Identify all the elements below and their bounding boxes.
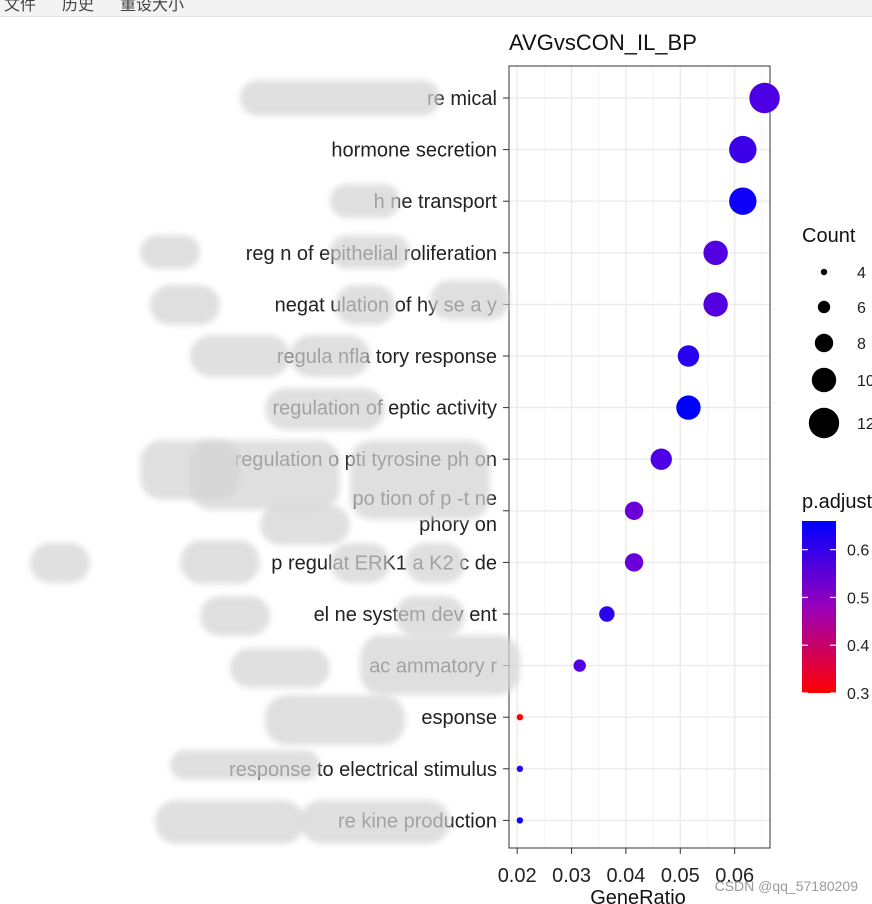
legend-count-label: 8	[857, 336, 866, 353]
blur-overlay	[190, 440, 340, 510]
blur-overlay	[350, 440, 490, 520]
legend-padjust-label: 0.3	[847, 686, 869, 703]
data-point	[676, 395, 701, 420]
blur-overlay	[335, 285, 395, 325]
menu-item-file[interactable]: 文件	[4, 0, 37, 14]
blur-overlay	[170, 750, 320, 780]
legend-count-label: 10	[857, 373, 872, 390]
blur-overlay	[430, 280, 510, 320]
legend-count-label: 12	[857, 416, 872, 433]
plot-panel-bg	[509, 66, 770, 848]
blur-overlay	[300, 800, 450, 844]
y-tick-label: h ne transport	[374, 191, 498, 213]
blur-overlay	[180, 540, 260, 584]
data-point	[650, 448, 672, 470]
x-axis-ticks: 0.02 0.03 0.04 0.05 0.06	[498, 848, 754, 887]
data-point	[677, 345, 700, 367]
legend-padjust-label: 0.6	[847, 543, 869, 560]
y-tick-label: hormone secretion	[331, 140, 497, 162]
legend-count-key	[820, 268, 828, 276]
legend-count-key	[808, 407, 840, 439]
blur-overlay	[140, 235, 200, 269]
menu-bar: 文件 历史 重设大小	[0, 0, 872, 17]
colorbar	[802, 521, 836, 693]
legend-padjust: p.adjust 0.6 0.5 0.4 0.3	[802, 491, 872, 703]
data-point	[749, 82, 780, 114]
blur-overlay	[330, 235, 410, 269]
x-tick-label: 0.05	[661, 865, 700, 887]
y-tick-label: esponse	[421, 707, 497, 729]
data-point	[516, 714, 524, 721]
legend-count-key	[814, 333, 834, 353]
data-point	[599, 606, 615, 622]
blur-overlay	[265, 388, 385, 430]
blur-overlay	[405, 543, 465, 583]
x-tick-label: 0.06	[715, 865, 754, 887]
chart-title: AVGvsCON_IL_BP	[509, 30, 697, 55]
legend-padjust-label: 0.4	[847, 638, 869, 655]
data-point	[703, 292, 728, 317]
data-point	[624, 501, 644, 520]
plot-panel-border	[508, 65, 771, 849]
blur-overlay	[150, 285, 220, 325]
data-points	[516, 82, 780, 824]
data-point	[624, 553, 644, 572]
data-point	[573, 659, 586, 672]
legend-count-key	[811, 367, 837, 393]
blur-overlay	[190, 335, 290, 377]
blur-overlay	[30, 543, 90, 583]
blur-overlay	[265, 695, 405, 745]
grid-lines	[509, 66, 770, 848]
blur-overlay	[260, 505, 350, 545]
legend-padjust-title: p.adjust	[802, 491, 872, 513]
data-point	[516, 765, 524, 772]
data-point	[729, 187, 757, 215]
data-point	[703, 240, 728, 265]
blur-overlay	[330, 543, 390, 583]
x-axis-title: GeneRatio	[590, 887, 686, 904]
menu-item-resize[interactable]: 重设大小	[120, 0, 185, 14]
blur-overlay	[330, 184, 400, 218]
x-tick-label: 0.04	[606, 865, 645, 887]
csdn-watermark: CSDN @qq_57180209	[714, 878, 858, 894]
x-tick-label: 0.02	[498, 865, 537, 887]
legend-count-label: 6	[857, 300, 866, 317]
blur-overlay	[200, 596, 270, 636]
x-tick-label: 0.03	[552, 865, 591, 887]
legend-count-key	[817, 300, 831, 314]
legend-count-label: 4	[857, 265, 866, 282]
legend-count: Count 4 6 8 10 12	[802, 225, 872, 439]
blur-overlay	[360, 635, 520, 695]
blur-overlay	[230, 648, 330, 688]
legend-count-title: Count	[802, 225, 856, 247]
legend-padjust-label: 0.5	[847, 590, 869, 607]
y-tick-label: re mical	[427, 88, 497, 110]
data-point	[516, 817, 524, 824]
blur-overlay	[155, 800, 305, 844]
data-point	[729, 135, 757, 164]
blur-overlay	[395, 596, 465, 636]
blur-overlay	[290, 335, 370, 377]
menu-item-history[interactable]: 历史	[62, 0, 95, 14]
blur-overlay	[240, 80, 440, 116]
